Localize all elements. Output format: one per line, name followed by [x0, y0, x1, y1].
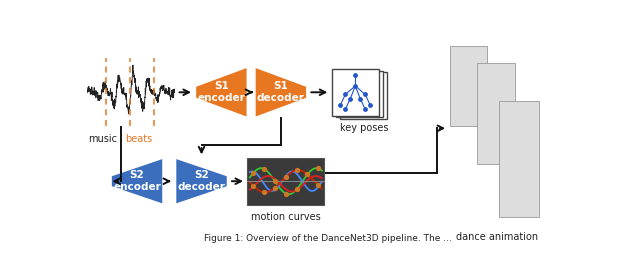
Text: beats: beats — [125, 134, 152, 144]
Point — [365, 103, 375, 107]
Point — [350, 84, 360, 88]
Text: key poses: key poses — [340, 123, 388, 133]
Point — [355, 97, 365, 101]
Point — [335, 103, 346, 107]
Point — [340, 92, 351, 97]
Text: motion curves: motion curves — [251, 212, 321, 222]
Polygon shape — [111, 158, 163, 205]
FancyBboxPatch shape — [449, 46, 486, 126]
Text: decoder: decoder — [177, 182, 225, 192]
Point — [360, 107, 371, 111]
Point — [360, 92, 371, 97]
Text: S2: S2 — [130, 170, 145, 180]
FancyBboxPatch shape — [340, 72, 387, 119]
Text: music: music — [88, 134, 117, 144]
Polygon shape — [175, 158, 228, 205]
FancyBboxPatch shape — [336, 71, 383, 117]
Text: S1: S1 — [273, 81, 288, 91]
Point — [345, 97, 355, 101]
Point — [340, 107, 351, 111]
FancyBboxPatch shape — [499, 101, 539, 217]
Text: dance animation: dance animation — [456, 232, 538, 242]
Polygon shape — [195, 67, 248, 118]
Text: encoder: encoder — [113, 182, 161, 192]
Point — [350, 73, 360, 78]
Polygon shape — [255, 67, 307, 118]
FancyBboxPatch shape — [332, 69, 379, 116]
Text: decoder: decoder — [257, 93, 305, 103]
Text: S2: S2 — [194, 170, 209, 180]
Text: S1: S1 — [214, 81, 228, 91]
Text: encoder: encoder — [198, 93, 245, 103]
FancyBboxPatch shape — [248, 158, 324, 205]
FancyBboxPatch shape — [477, 63, 515, 164]
Text: Figure 1: Overview of the DanceNet3D pipeline. The ...: Figure 1: Overview of the DanceNet3D pip… — [204, 234, 452, 243]
